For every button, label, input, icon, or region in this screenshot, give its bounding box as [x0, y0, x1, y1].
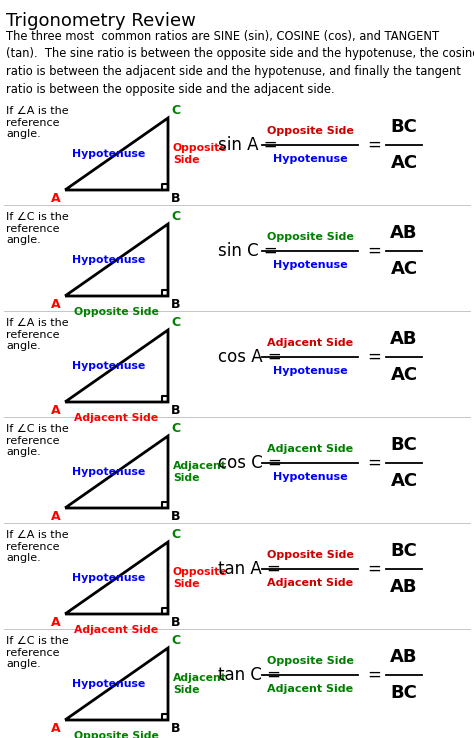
Text: sin C =: sin C = [218, 241, 278, 260]
Text: A: A [51, 192, 61, 205]
Text: B: B [171, 616, 181, 629]
Text: Opposite Side: Opposite Side [266, 232, 354, 241]
Text: BC: BC [391, 683, 418, 702]
Text: Adjacent
Side: Adjacent Side [173, 461, 227, 483]
Text: Hypotenuse: Hypotenuse [273, 365, 347, 376]
Text: AC: AC [391, 260, 418, 277]
Text: cos A =: cos A = [218, 348, 282, 365]
Text: A: A [51, 722, 61, 735]
Text: Adjacent Side: Adjacent Side [74, 413, 159, 423]
Text: Hypotenuse: Hypotenuse [72, 467, 145, 477]
Text: If ∠A is the
reference
angle.: If ∠A is the reference angle. [6, 530, 69, 563]
Text: AB: AB [390, 330, 418, 348]
Text: Adjacent Side: Adjacent Side [267, 683, 353, 694]
Text: If ∠A is the
reference
angle.: If ∠A is the reference angle. [6, 106, 69, 139]
Text: Hypotenuse: Hypotenuse [72, 255, 145, 265]
Text: BC: BC [391, 435, 418, 454]
Text: C: C [171, 104, 180, 117]
Text: If ∠A is the
reference
angle.: If ∠A is the reference angle. [6, 318, 69, 351]
Text: The three most  common ratios are SINE (sin), COSINE (cos), and TANGENT
(tan).  : The three most common ratios are SINE (s… [6, 30, 474, 95]
Text: B: B [171, 192, 181, 205]
Text: AC: AC [391, 472, 418, 489]
Text: AB: AB [390, 224, 418, 241]
Text: Adjacent
Side: Adjacent Side [173, 673, 227, 694]
Text: tan A =: tan A = [218, 559, 281, 578]
Text: AC: AC [391, 365, 418, 384]
Text: Adjacent Side: Adjacent Side [267, 337, 353, 348]
Text: C: C [171, 634, 180, 647]
Text: =: = [367, 559, 381, 578]
Text: sin A =: sin A = [218, 136, 278, 154]
Text: If ∠C is the
reference
angle.: If ∠C is the reference angle. [6, 424, 69, 458]
Text: tan C =: tan C = [218, 666, 281, 683]
Text: AC: AC [391, 154, 418, 171]
Text: B: B [171, 722, 181, 735]
Text: AB: AB [390, 647, 418, 666]
Text: A: A [51, 616, 61, 629]
Text: C: C [171, 316, 180, 329]
Text: C: C [171, 422, 180, 435]
Text: Opposite Side: Opposite Side [266, 125, 354, 136]
Text: AB: AB [390, 578, 418, 596]
Text: Hypotenuse: Hypotenuse [72, 573, 145, 583]
Text: Adjacent Side: Adjacent Side [267, 578, 353, 587]
Text: Opposite Side: Opposite Side [266, 655, 354, 666]
Text: B: B [171, 298, 181, 311]
Text: =: = [367, 666, 381, 683]
Text: =: = [367, 241, 381, 260]
Text: Opposite Side: Opposite Side [74, 731, 159, 738]
Text: Hypotenuse: Hypotenuse [72, 149, 145, 159]
Text: Opposite Side: Opposite Side [74, 307, 159, 317]
Text: Adjacent Side: Adjacent Side [267, 444, 353, 454]
Text: Opposite
Side: Opposite Side [173, 568, 228, 589]
Text: C: C [171, 210, 180, 223]
Text: Hypotenuse: Hypotenuse [72, 679, 145, 689]
Text: B: B [171, 404, 181, 417]
Text: A: A [51, 510, 61, 523]
Text: Adjacent Side: Adjacent Side [74, 625, 159, 635]
Text: Trigonometry Review: Trigonometry Review [6, 12, 196, 30]
Text: BC: BC [391, 542, 418, 559]
Text: C: C [171, 528, 180, 541]
Text: cos C =: cos C = [218, 454, 282, 472]
Text: If ∠C is the
reference
angle.: If ∠C is the reference angle. [6, 212, 69, 245]
Text: =: = [367, 348, 381, 365]
Text: Hypotenuse: Hypotenuse [273, 472, 347, 481]
Text: =: = [367, 136, 381, 154]
Text: A: A [51, 404, 61, 417]
Text: Hypotenuse: Hypotenuse [273, 260, 347, 269]
Text: Opposite Side: Opposite Side [266, 550, 354, 559]
Text: =: = [367, 454, 381, 472]
Text: Hypotenuse: Hypotenuse [72, 361, 145, 371]
Text: A: A [51, 298, 61, 311]
Text: If ∠C is the
reference
angle.: If ∠C is the reference angle. [6, 636, 69, 669]
Text: Hypotenuse: Hypotenuse [273, 154, 347, 164]
Text: B: B [171, 510, 181, 523]
Text: BC: BC [391, 117, 418, 136]
Text: Opposite
Side: Opposite Side [173, 143, 228, 165]
